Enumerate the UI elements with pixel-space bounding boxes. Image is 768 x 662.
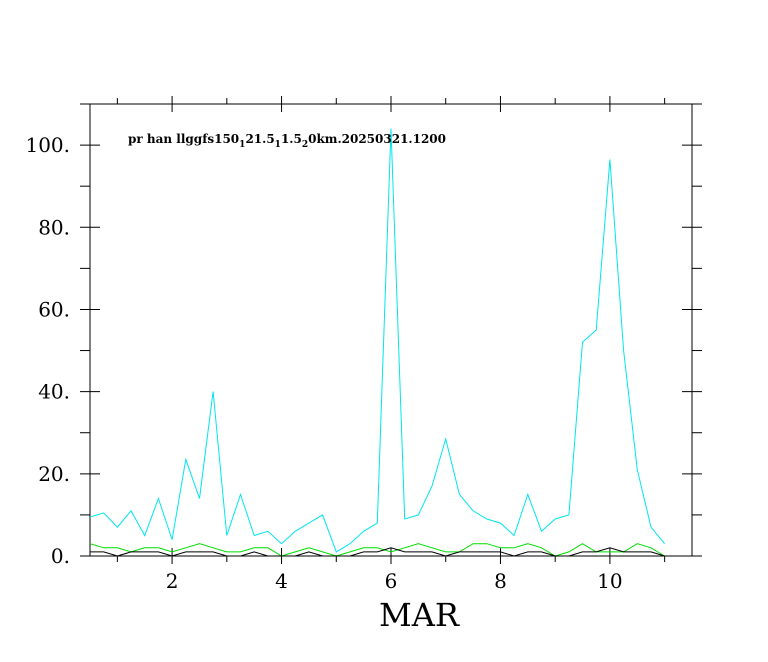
chart-title: pr han llggfs150121.511.520km.20250321.1… <box>128 132 446 150</box>
title-part: 2 <box>302 140 308 150</box>
series-line-2 <box>89 543 665 557</box>
y-tick-label: 20. <box>38 462 70 486</box>
x-axis-label: MAR <box>379 596 460 634</box>
y-axis-ticks: 0. 20. 40. 60. 80. 100. <box>25 103 702 568</box>
series-line-3 <box>90 547 665 557</box>
plot-frame <box>89 103 693 557</box>
title-part: 1 <box>239 140 245 150</box>
x-tick-label: 4 <box>275 569 288 593</box>
x-tick-label: 8 <box>494 569 507 593</box>
title-part: 0km.20250321.1200 <box>308 132 446 146</box>
series-line-1 <box>89 128 665 553</box>
x-tick-label: 2 <box>166 569 179 593</box>
title-part: pr han llggfs150 <box>128 132 239 146</box>
series-layer <box>89 128 665 557</box>
y-tick-label: 0. <box>51 544 70 568</box>
y-tick-label: 40. <box>38 380 70 404</box>
x-tick-label: 10 <box>597 569 622 593</box>
x-axis-ticks: 2 4 6 8 10 <box>116 96 666 593</box>
title-part: 1 <box>275 140 281 150</box>
title-part: 21.5 <box>245 132 274 146</box>
y-tick-label: 100. <box>25 133 70 157</box>
y-tick-label: 60. <box>38 297 70 321</box>
title-part: 1.5 <box>281 132 302 146</box>
y-tick-label: 80. <box>38 215 70 239</box>
x-tick-label: 6 <box>385 569 398 593</box>
